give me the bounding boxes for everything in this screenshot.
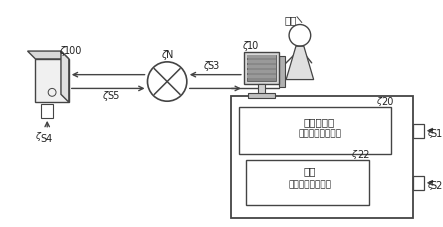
Text: 22: 22: [357, 150, 369, 160]
Text: ζ: ζ: [427, 180, 431, 189]
Text: ζ: ζ: [376, 97, 381, 106]
Polygon shape: [286, 47, 314, 80]
Text: ζ: ζ: [242, 41, 247, 51]
Text: ζ: ζ: [35, 131, 40, 140]
Bar: [35, 60, 69, 103]
Bar: [41, 105, 53, 118]
Bar: [231, 97, 413, 218]
Text: （第二应用程序）: （第二应用程序）: [288, 179, 331, 188]
Text: 10: 10: [247, 41, 259, 51]
Text: ζ: ζ: [351, 150, 356, 159]
Bar: [247, 71, 276, 74]
Text: S2: S2: [431, 180, 443, 190]
Text: 100: 100: [64, 46, 82, 56]
Polygon shape: [27, 52, 69, 60]
Bar: [279, 57, 285, 88]
Text: ζ: ζ: [161, 50, 167, 60]
Text: S1: S1: [431, 128, 443, 138]
Text: N: N: [166, 50, 174, 60]
Bar: [413, 124, 424, 138]
Bar: [247, 76, 276, 79]
Text: S4: S4: [40, 133, 53, 143]
Bar: [258, 84, 265, 96]
Text: 插件: 插件: [303, 165, 316, 175]
Bar: [247, 66, 276, 69]
Text: S5: S5: [107, 91, 120, 101]
Text: 主应用程序: 主应用程序: [304, 116, 335, 126]
Bar: [246, 160, 369, 205]
Bar: [247, 56, 276, 81]
Text: S3: S3: [207, 61, 220, 71]
Text: （第一应用程序）: （第一应用程序）: [298, 129, 341, 138]
Text: ζ: ζ: [202, 61, 208, 71]
Bar: [248, 94, 275, 99]
Text: ζ: ζ: [102, 91, 108, 101]
Bar: [413, 176, 424, 190]
Text: 用户: 用户: [284, 15, 297, 25]
Bar: [244, 53, 279, 84]
Text: 20: 20: [381, 97, 394, 107]
Bar: [247, 61, 276, 63]
Text: ζ: ζ: [59, 46, 64, 56]
Polygon shape: [61, 52, 69, 103]
Bar: [247, 56, 276, 58]
Text: ζ: ζ: [427, 128, 431, 137]
Bar: [239, 108, 391, 155]
